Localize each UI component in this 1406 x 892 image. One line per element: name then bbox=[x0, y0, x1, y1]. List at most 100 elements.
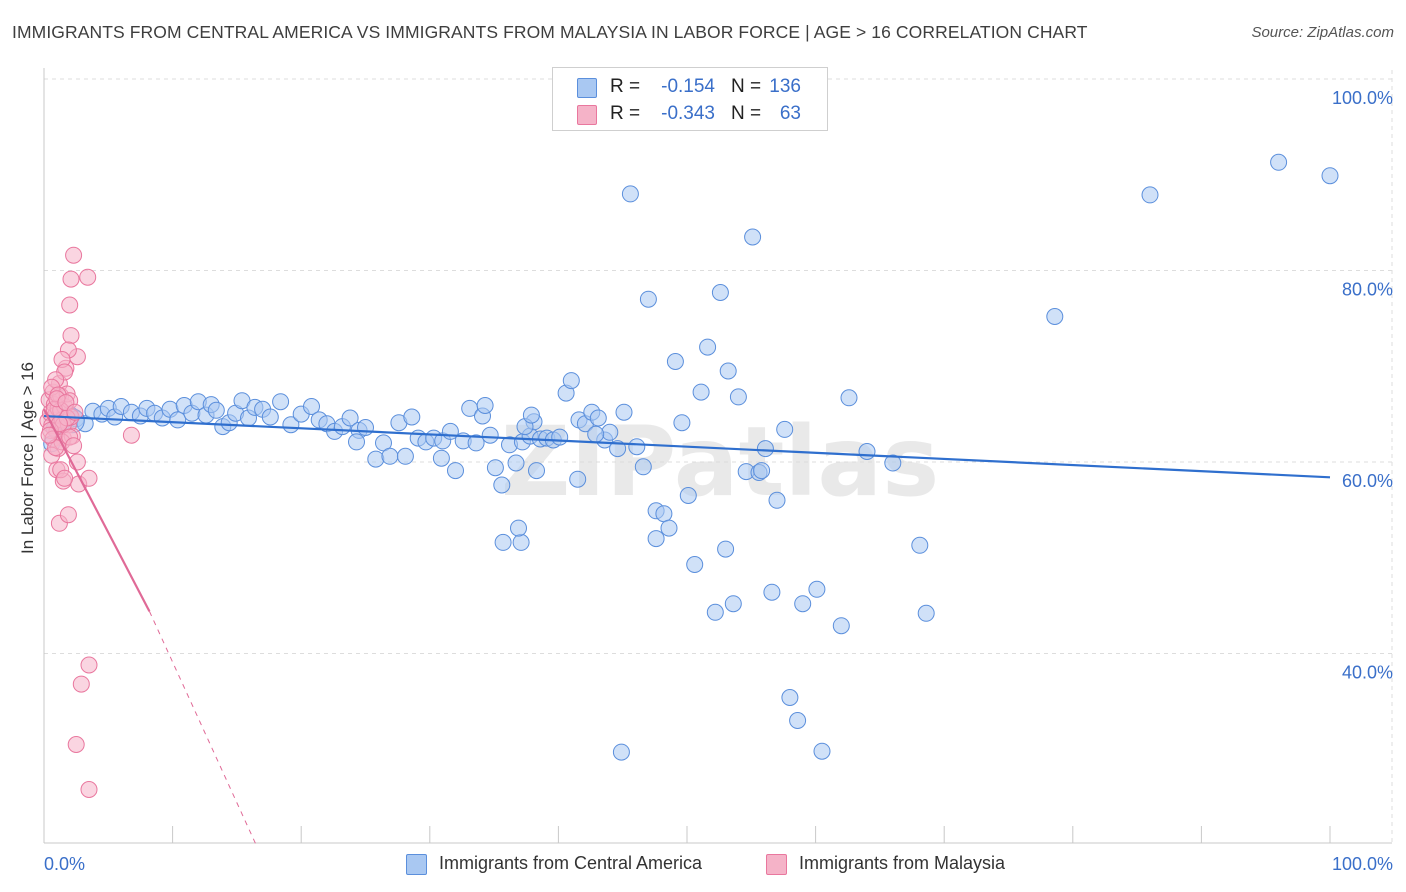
data-point-central-america bbox=[589, 409, 607, 427]
data-point-central-america bbox=[1141, 186, 1159, 204]
data-point-central-america bbox=[432, 449, 450, 467]
y-tick-label: 60.0% bbox=[1342, 471, 1393, 491]
data-point-central-america bbox=[911, 536, 929, 554]
data-point-central-america bbox=[357, 419, 374, 436]
chart-title: IMMIGRANTS FROM CENTRAL AMERICA VS IMMIG… bbox=[12, 22, 1088, 42]
data-point-central-america bbox=[381, 447, 399, 465]
data-point-central-america bbox=[717, 540, 735, 558]
data-point-central-america bbox=[396, 447, 414, 465]
data-point-central-america bbox=[612, 743, 630, 761]
data-point-central-america bbox=[628, 438, 646, 456]
tick-labels: 100.0% 80.0% 60.0% 40.0% 0.0% 100.0% bbox=[44, 88, 1393, 874]
trend-line-malaysia bbox=[43, 408, 151, 612]
trend-line-malaysia-extension bbox=[148, 611, 257, 846]
x-tick-label: 0.0% bbox=[44, 854, 85, 874]
data-point-central-america bbox=[724, 595, 742, 613]
series-malaysia bbox=[39, 246, 140, 798]
data-point-malaysia bbox=[62, 327, 80, 345]
data-point-central-america bbox=[686, 556, 704, 573]
n-value: 63 bbox=[779, 103, 801, 124]
data-point-central-america bbox=[403, 408, 421, 426]
data-point-central-america bbox=[729, 388, 747, 406]
data-point-central-america bbox=[303, 398, 320, 415]
n-value: 136 bbox=[769, 76, 801, 97]
data-point-central-america bbox=[272, 393, 290, 411]
legend-label: Immigrants from Malaysia bbox=[799, 853, 1006, 873]
data-point-malaysia bbox=[59, 506, 77, 524]
data-point-central-america bbox=[1046, 308, 1064, 325]
data-point-central-america bbox=[840, 389, 858, 407]
data-point-central-america bbox=[699, 338, 717, 356]
data-point-central-america bbox=[858, 443, 876, 460]
data-point-central-america bbox=[169, 411, 187, 429]
data-point-central-america bbox=[789, 712, 807, 729]
y-tick-label: 80.0% bbox=[1342, 280, 1393, 300]
data-point-malaysia bbox=[72, 675, 90, 693]
data-point-central-america bbox=[753, 462, 771, 480]
watermark: ZIPatlas bbox=[501, 406, 940, 518]
data-point-central-america bbox=[476, 397, 494, 414]
data-point-central-america bbox=[494, 533, 512, 551]
data-point-central-america bbox=[634, 458, 652, 476]
data-point-central-america bbox=[655, 505, 673, 523]
data-point-malaysia bbox=[122, 426, 140, 444]
data-point-central-america bbox=[207, 401, 225, 419]
data-point-malaysia bbox=[79, 268, 97, 286]
trend-lines bbox=[43, 408, 1331, 846]
data-point-central-america bbox=[447, 462, 464, 480]
data-point-central-america bbox=[522, 406, 540, 424]
data-point-central-america bbox=[673, 414, 691, 432]
pink-swatch-icon bbox=[577, 105, 597, 125]
data-point-malaysia bbox=[67, 736, 85, 753]
data-point-central-america bbox=[507, 454, 525, 472]
data-point-malaysia bbox=[61, 296, 79, 314]
legend-label: Immigrants from Central America bbox=[439, 853, 703, 873]
data-point-central-america bbox=[763, 583, 781, 601]
data-point-central-america bbox=[719, 362, 737, 380]
data-point-central-america bbox=[1270, 153, 1288, 171]
x-tick-label: 100.0% bbox=[1332, 854, 1393, 874]
data-point-central-america bbox=[569, 470, 587, 488]
data-point-central-america bbox=[467, 434, 485, 452]
data-point-central-america bbox=[601, 423, 619, 441]
pink-swatch-icon bbox=[766, 854, 787, 875]
data-point-central-america bbox=[660, 519, 678, 537]
data-point-malaysia bbox=[65, 437, 83, 455]
data-point-central-america bbox=[808, 580, 826, 598]
data-point-central-america bbox=[528, 462, 545, 480]
r-label: R = bbox=[610, 103, 641, 124]
data-point-central-america bbox=[621, 185, 639, 203]
data-point-malaysia bbox=[56, 469, 74, 487]
data-point-malaysia bbox=[66, 403, 84, 421]
data-point-central-america bbox=[341, 409, 359, 427]
data-point-central-america bbox=[486, 459, 504, 477]
blue-swatch-icon bbox=[406, 854, 427, 875]
data-point-malaysia bbox=[62, 270, 80, 288]
data-point-central-america bbox=[481, 426, 499, 444]
stats-box: R = -0.154 N = 136 R = -0.343 N = 63 bbox=[552, 67, 828, 131]
data-point-central-america bbox=[493, 476, 511, 494]
data-point-central-america bbox=[551, 428, 569, 446]
data-point-central-america bbox=[706, 603, 724, 621]
data-point-central-america bbox=[781, 689, 799, 706]
data-point-central-america bbox=[367, 450, 385, 468]
data-point-central-america bbox=[666, 353, 684, 370]
data-point-central-america bbox=[711, 284, 729, 301]
data-point-central-america bbox=[692, 383, 710, 401]
data-point-central-america bbox=[768, 491, 786, 509]
data-point-central-america bbox=[647, 530, 665, 548]
n-label: N = bbox=[731, 76, 762, 97]
stats-row-malaysia: R = -0.343 N = 63 bbox=[553, 100, 827, 128]
data-point-central-america bbox=[776, 420, 794, 438]
data-point-central-america bbox=[615, 403, 633, 421]
data-point-central-america bbox=[1321, 167, 1339, 185]
r-value: -0.154 bbox=[661, 76, 715, 97]
source-label: Source: ZipAtlas.com bbox=[1251, 24, 1394, 41]
data-point-malaysia bbox=[65, 246, 83, 264]
r-value: -0.343 bbox=[661, 103, 715, 124]
y-tick-label: 100.0% bbox=[1332, 88, 1393, 108]
data-point-central-america bbox=[510, 519, 527, 537]
data-point-central-america bbox=[512, 533, 530, 551]
blue-swatch-icon bbox=[577, 78, 597, 98]
